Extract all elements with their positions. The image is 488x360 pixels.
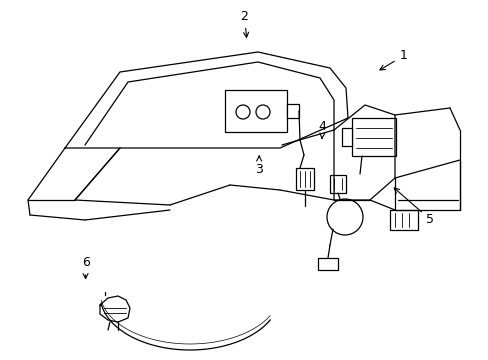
Text: 4: 4 (318, 120, 326, 139)
Text: 2: 2 (240, 10, 248, 37)
Polygon shape (224, 90, 286, 132)
Text: 6: 6 (81, 256, 89, 279)
Text: 3: 3 (255, 156, 263, 176)
Polygon shape (329, 175, 346, 193)
Polygon shape (341, 128, 351, 146)
Circle shape (256, 105, 269, 119)
Polygon shape (351, 118, 395, 156)
Polygon shape (389, 210, 417, 230)
Polygon shape (295, 168, 313, 190)
Polygon shape (286, 104, 298, 118)
Text: 5: 5 (393, 188, 433, 226)
Circle shape (326, 199, 362, 235)
Circle shape (236, 105, 249, 119)
Polygon shape (317, 258, 337, 270)
Text: 1: 1 (379, 49, 407, 70)
